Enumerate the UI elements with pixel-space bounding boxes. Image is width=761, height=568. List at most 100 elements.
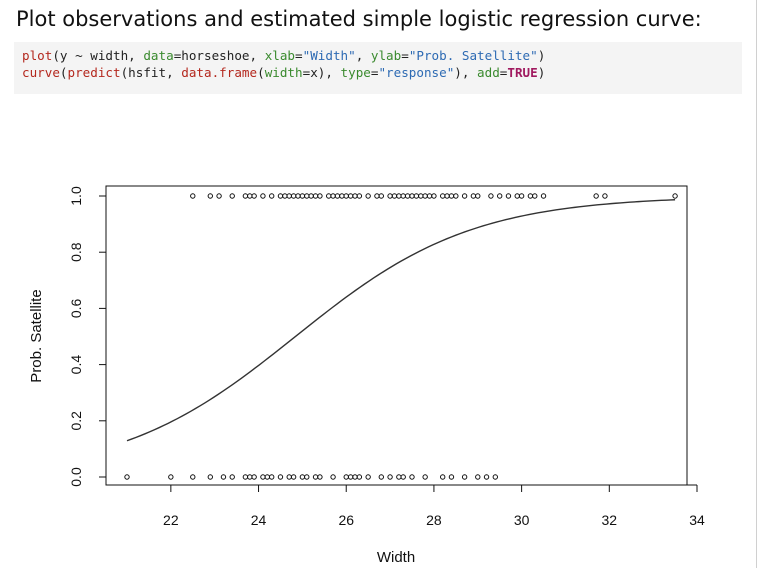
data-point [299,474,306,480]
data-point [242,193,249,199]
y-tick-label: 0.4 [68,355,84,375]
data-point [312,193,319,199]
data-point [391,193,398,199]
data-point [124,474,130,480]
code-token: = [401,48,409,63]
data-point [190,474,196,480]
data-point [251,474,257,480]
data-point [409,193,415,199]
data-point [286,474,292,480]
data-point [299,193,306,199]
code-token: curve [22,65,60,80]
data-point [374,193,380,199]
code-token: type [340,65,371,80]
code-token: (hsfit, [120,65,182,80]
data-point [207,474,214,480]
data-point [242,474,249,480]
data-point [304,474,310,480]
code-token: , [355,48,371,63]
data-point [448,474,455,480]
data-point [448,193,455,199]
y-axis: 0.0 0.2 0.4 0.6 0.8 1.0 [68,186,107,487]
data-point [439,474,446,480]
data-point [247,474,253,480]
code-block: plot(y ~ width, data=horseshoe, xlab="Wi… [14,42,742,94]
data-point [532,193,538,199]
x-tick-label: 26 [338,512,354,528]
code-token: = [370,65,379,80]
code-token: plot [22,48,53,63]
data-point [453,193,459,199]
data-point [352,193,358,199]
data-point [286,193,292,199]
data-point [672,193,678,199]
data-point [343,474,349,480]
data-point [251,193,257,199]
data-point [339,193,345,199]
data-point [444,193,450,199]
data-point [496,193,503,199]
code-token: data.frame [181,65,258,80]
x-tick-label: 22 [163,512,179,528]
data-point [229,193,235,199]
code-token: =x), [302,65,341,80]
y-tick-label: 1.0 [68,186,84,206]
data-point [400,474,406,480]
data-point [356,193,363,199]
plot-frame [105,185,688,486]
data-point [378,474,385,480]
code-token: width [264,65,303,80]
code-token: = [499,65,508,80]
x-tick-label: 24 [251,512,267,528]
code-token: "Width" [302,48,356,63]
data-point [505,193,512,199]
data-point [334,193,341,199]
data-point [347,193,354,199]
code-token: ( [257,65,265,80]
data-point [343,193,349,199]
x-tick-label: 28 [426,512,442,528]
data-point [290,193,297,199]
y-axis-label: Prob. Satellite [28,289,45,382]
code-token: = [295,48,303,63]
data-point [426,193,433,199]
data-point [220,474,227,480]
x-tick-label: 30 [514,512,530,528]
code-token: data [143,48,174,63]
x-tick-label: 32 [602,512,618,528]
data-point [190,193,196,199]
data-point [282,193,288,199]
y-tick-label: 0.6 [68,298,84,318]
code-token: predict [67,65,121,80]
data-point [461,474,468,480]
data-point [260,474,266,480]
fitted-logistic-curve [126,199,676,442]
data-point [356,474,363,480]
data-point [461,193,468,199]
code-token: TRUE [507,65,538,80]
code-token: ) [537,48,546,63]
data-point [330,474,336,480]
data-point [365,474,371,480]
x-axis: 22 24 26 28 30 32 34 [163,484,705,528]
data-point [422,193,428,199]
code-line-1: plot(y ~ width, data=horseshoe, xlab="Wi… [22,48,545,64]
data-point [602,193,608,199]
data-point [396,474,402,480]
data-point [470,193,477,199]
code-token: add [477,65,500,80]
data-points [124,193,678,480]
page-edge [756,0,757,568]
data-point [312,474,319,480]
data-point [593,193,599,199]
data-point [207,193,214,199]
data-point [518,193,525,199]
x-tick-label: 34 [689,512,705,528]
code-line-2: curve(predict(hsfit, data.frame(width=x)… [22,65,545,81]
data-point [475,193,481,199]
data-point [277,474,284,480]
data-point [317,193,323,199]
data-point [304,193,310,199]
code-token: ), [454,65,478,80]
